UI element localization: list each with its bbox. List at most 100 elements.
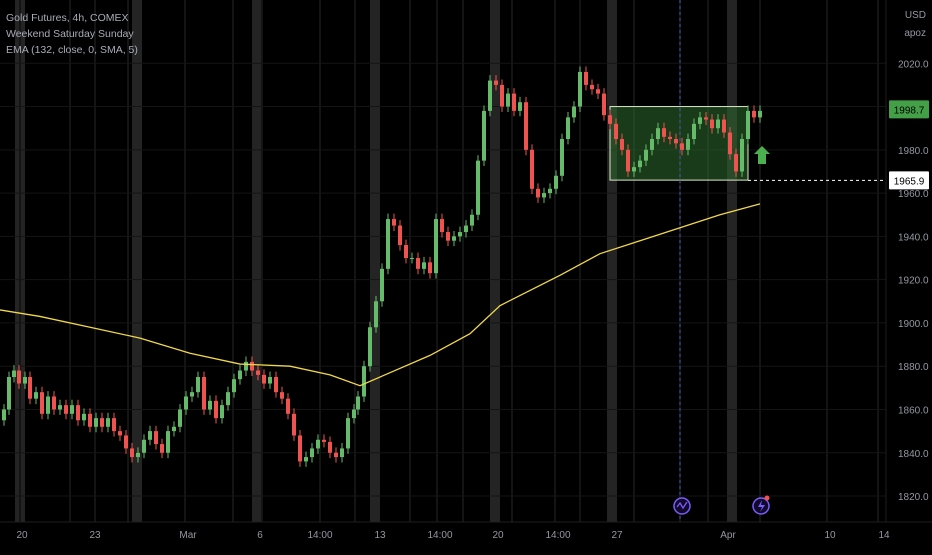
y-tick-label: 1960.0: [898, 189, 929, 200]
weekend-band: [490, 0, 500, 522]
candle-body: [656, 128, 660, 140]
candle-body: [268, 377, 272, 384]
candle-body: [692, 123, 696, 140]
candle-body: [154, 431, 158, 445]
candle-body: [23, 377, 27, 384]
candle-body: [470, 214, 474, 226]
candle-body: [226, 392, 230, 406]
x-tick-label: 27: [611, 530, 623, 541]
candle-body: [274, 377, 278, 393]
candle-body: [368, 327, 372, 367]
candle-body: [716, 119, 720, 129]
candle-body: [52, 396, 56, 410]
candle-body: [608, 115, 612, 124]
candle-body: [70, 405, 74, 414]
candle-body: [118, 431, 122, 436]
candle-body: [722, 119, 726, 133]
scale-mode-label[interactable]: apoz: [904, 28, 926, 39]
candle-body: [208, 400, 212, 410]
x-tick-label: 13: [374, 530, 386, 541]
candle-body: [280, 392, 284, 399]
candle-body: [356, 396, 360, 410]
y-tick-label: 1900.0: [898, 319, 929, 330]
candle-body: [58, 405, 62, 410]
candle-body: [548, 188, 552, 194]
weekend-band: [132, 0, 142, 522]
y-tick-label: 1980.0: [898, 146, 929, 157]
x-tick-label: 20: [492, 530, 504, 541]
candle-body: [380, 268, 384, 302]
y-tick-label: 1880.0: [898, 362, 929, 373]
current-price-label: 1998.7: [894, 105, 925, 116]
candle-body: [214, 400, 218, 419]
candle-body: [64, 405, 68, 414]
chart-legend: Gold Futures, 4h, COMEX Weekend Saturday…: [6, 10, 138, 58]
weekend-band: [727, 0, 737, 522]
candle-body: [578, 71, 582, 107]
candle-body: [632, 167, 636, 172]
candle-body: [416, 258, 420, 269]
candle-body: [650, 139, 654, 150]
candle-body: [734, 154, 738, 172]
candle-body: [310, 448, 314, 458]
candle-body: [680, 143, 684, 150]
y-tick-label: 1920.0: [898, 276, 929, 287]
candle-body: [220, 405, 224, 419]
x-tick-label: Apr: [720, 530, 736, 541]
x-tick-label: 14:00: [307, 530, 332, 541]
candle-body: [100, 418, 104, 427]
candle-body: [304, 457, 308, 462]
candle-body: [446, 232, 450, 241]
currency-label[interactable]: USD: [904, 10, 926, 21]
candle-body: [464, 225, 468, 233]
candle-body: [88, 413, 92, 427]
candle-body: [476, 160, 480, 215]
candle-body: [674, 139, 678, 144]
y-tick-label: 1820.0: [898, 492, 929, 503]
candle-body: [596, 89, 600, 94]
candle-body: [362, 366, 366, 397]
candle-body: [40, 392, 44, 414]
candle-body: [428, 262, 432, 274]
candle-body: [662, 128, 666, 137]
candle-body: [758, 110, 762, 118]
y-tick-label: 1940.0: [898, 232, 929, 243]
candle-body: [644, 149, 648, 161]
candle-body: [166, 431, 170, 453]
candle-body: [482, 110, 486, 161]
candle-body: [112, 418, 116, 432]
consolidation-box: [609, 106, 749, 181]
candle-body: [178, 409, 182, 427]
candle-body: [346, 418, 350, 449]
candle-body: [250, 361, 254, 371]
candle-body: [316, 439, 320, 449]
candle-body: [704, 117, 708, 120]
legend-indicator-weekend[interactable]: Weekend Saturday Sunday: [6, 28, 134, 40]
candle-body: [184, 396, 188, 410]
candle-body: [124, 435, 128, 449]
candle-body: [506, 93, 510, 107]
candle-body: [298, 435, 302, 462]
candle-body: [106, 418, 110, 427]
candle-body: [560, 139, 564, 176]
candle-body: [202, 377, 206, 410]
candle-body: [710, 119, 714, 129]
legend-indicator-ema[interactable]: EMA (132, close, 0, SMA, 5): [6, 44, 138, 56]
x-tick-label: Mar: [179, 530, 197, 541]
candle-body: [76, 405, 80, 421]
candle-body: [740, 139, 744, 172]
candle-body: [94, 418, 98, 427]
earnings-event-glyph: [758, 500, 765, 512]
candle-body: [500, 84, 504, 107]
candle-body: [322, 439, 326, 442]
candle-body: [328, 441, 332, 453]
legend-symbol[interactable]: Gold Futures, 4h, COMEX: [6, 12, 129, 24]
y-tick-label: 1860.0: [898, 405, 929, 416]
candle-body: [190, 392, 194, 397]
candle-body: [638, 160, 642, 168]
candle-body: [434, 219, 438, 274]
candle-body: [452, 236, 456, 241]
